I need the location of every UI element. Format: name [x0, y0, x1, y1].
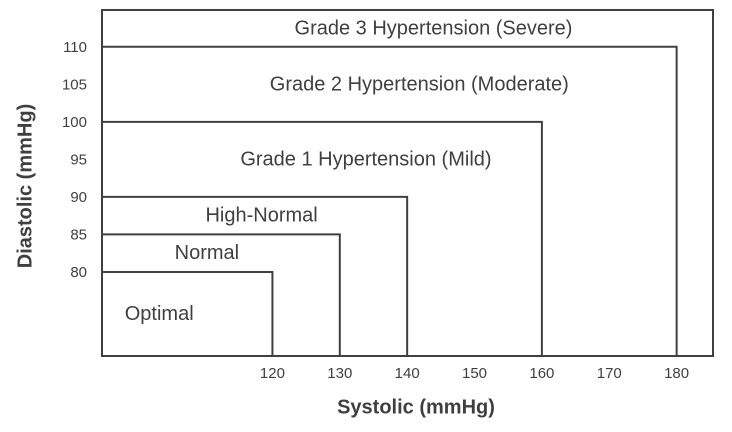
- y-tick-label-110: 110: [63, 39, 87, 56]
- x-tick-label-160: 160: [529, 365, 554, 382]
- x-tick-label-120: 120: [260, 365, 285, 382]
- region-label-grade-1-hypertension-mild: Grade 1 Hypertension (Mild): [240, 148, 491, 170]
- region-boundary-grade-1-hypertension-mild: [102, 120, 543, 356]
- y-tick-label-80: 80: [70, 264, 87, 281]
- y-tick-label-90: 90: [70, 189, 87, 206]
- region-boundary-normal: [102, 233, 341, 356]
- region-boundary-high-normal: [102, 195, 409, 356]
- x-tick-label-170: 170: [597, 365, 622, 382]
- x-axis-title: Systolic (mmHg): [337, 396, 495, 419]
- region-label-normal: Normal: [175, 242, 239, 264]
- region-label-high-normal: High-Normal: [205, 205, 317, 227]
- y-tick-label-85: 85: [70, 226, 87, 243]
- x-tick-label-150: 150: [462, 365, 487, 382]
- y-tick-label-100: 100: [62, 114, 87, 131]
- region-label-grade-3-hypertension-severe: Grade 3 Hypertension (Severe): [295, 17, 573, 39]
- region-boundary-grade-2-hypertension-moderate: [102, 45, 678, 356]
- y-tick-label-105: 105: [62, 76, 87, 93]
- x-tick-label-140: 140: [395, 365, 420, 382]
- region-label-grade-2-hypertension-moderate: Grade 2 Hypertension (Moderate): [270, 73, 569, 95]
- x-tick-label-180: 180: [664, 365, 689, 382]
- region-label-optimal: Optimal: [125, 303, 194, 325]
- y-axis-title: Diastolic (mmHg): [14, 103, 37, 269]
- x-tick-label-130: 130: [327, 365, 352, 382]
- y-tick-label-95: 95: [70, 151, 87, 168]
- region-boundary-optimal: [102, 270, 274, 356]
